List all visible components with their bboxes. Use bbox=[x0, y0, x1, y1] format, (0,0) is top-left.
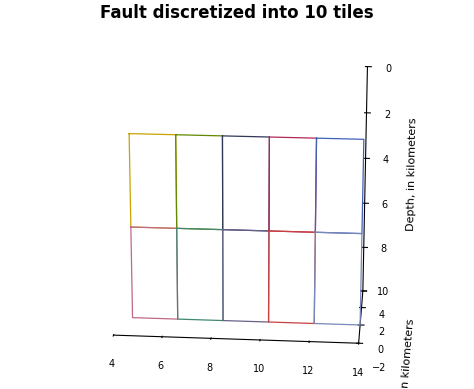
Y-axis label: Y, in kilometers: Y, in kilometers bbox=[399, 318, 416, 389]
Title: Fault discretized into 10 tiles: Fault discretized into 10 tiles bbox=[100, 4, 374, 22]
